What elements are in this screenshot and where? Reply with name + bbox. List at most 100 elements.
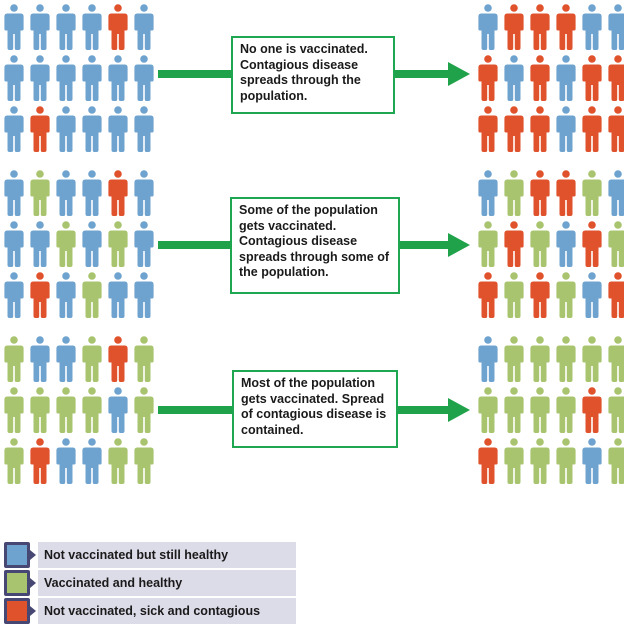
legend-swatch xyxy=(4,598,30,624)
person-icon xyxy=(556,4,576,50)
person-icon xyxy=(582,55,602,101)
person-icon xyxy=(530,4,550,50)
person-icon xyxy=(504,55,524,101)
person-icon xyxy=(608,170,624,216)
person-icon xyxy=(556,272,576,318)
person-icon xyxy=(56,272,76,318)
person-icon xyxy=(530,438,550,484)
person-icon xyxy=(56,106,76,152)
person-icon xyxy=(30,336,50,382)
person-icon xyxy=(134,170,154,216)
person-icon xyxy=(556,438,576,484)
legend-swatch xyxy=(4,542,30,568)
person-icon xyxy=(582,272,602,318)
person-icon xyxy=(530,221,550,267)
person-icon xyxy=(30,4,50,50)
person-icon xyxy=(504,106,524,152)
person-icon xyxy=(582,336,602,382)
person-icon xyxy=(108,55,128,101)
person-icon xyxy=(504,221,524,267)
scenario-caption: Most of the population gets vaccinated. … xyxy=(232,370,398,448)
person-icon xyxy=(56,336,76,382)
person-icon xyxy=(582,170,602,216)
person-icon xyxy=(582,106,602,152)
legend-label: Not vaccinated but still healthy xyxy=(38,542,296,568)
person-icon xyxy=(556,170,576,216)
legend-item-sick-contagious: Not vaccinated, sick and contagious xyxy=(4,598,304,624)
person-icon xyxy=(30,170,50,216)
person-icon xyxy=(108,387,128,433)
legend-item-not-vaccinated-healthy: Not vaccinated but still healthy xyxy=(4,542,304,568)
person-icon xyxy=(4,438,24,484)
person-icon xyxy=(504,4,524,50)
person-icon xyxy=(108,438,128,484)
person-icon xyxy=(504,170,524,216)
person-icon xyxy=(608,55,624,101)
person-icon xyxy=(82,55,102,101)
person-icon xyxy=(4,336,24,382)
person-icon xyxy=(108,272,128,318)
person-icon xyxy=(30,221,50,267)
person-icon xyxy=(608,438,624,484)
person-icon xyxy=(478,4,498,50)
person-icon xyxy=(608,221,624,267)
person-icon xyxy=(134,438,154,484)
population-after-grid xyxy=(478,336,624,484)
person-icon xyxy=(478,438,498,484)
person-icon xyxy=(4,272,24,318)
person-icon xyxy=(30,55,50,101)
person-icon xyxy=(108,170,128,216)
person-icon xyxy=(82,4,102,50)
person-icon xyxy=(478,106,498,152)
person-icon xyxy=(108,106,128,152)
person-icon xyxy=(30,272,50,318)
person-icon xyxy=(56,4,76,50)
person-icon xyxy=(82,438,102,484)
person-icon xyxy=(4,4,24,50)
person-icon xyxy=(530,170,550,216)
person-icon xyxy=(478,221,498,267)
population-after-grid xyxy=(478,170,624,318)
person-icon xyxy=(56,387,76,433)
person-icon xyxy=(582,438,602,484)
person-icon xyxy=(30,438,50,484)
person-icon xyxy=(530,336,550,382)
person-icon xyxy=(108,4,128,50)
pointer-icon xyxy=(30,578,36,588)
pointer-icon xyxy=(30,606,36,616)
person-icon xyxy=(478,170,498,216)
scenario-caption: No one is vaccinated. Contagious disease… xyxy=(231,36,395,114)
person-icon xyxy=(530,106,550,152)
person-icon xyxy=(82,106,102,152)
person-icon xyxy=(504,336,524,382)
person-icon xyxy=(82,387,102,433)
person-icon xyxy=(608,106,624,152)
person-icon xyxy=(30,106,50,152)
person-icon xyxy=(4,55,24,101)
population-before-grid xyxy=(4,336,156,484)
person-icon xyxy=(478,272,498,318)
legend-label: Not vaccinated, sick and contagious xyxy=(38,598,296,624)
person-icon xyxy=(530,387,550,433)
person-icon xyxy=(56,221,76,267)
person-icon xyxy=(82,336,102,382)
person-icon xyxy=(108,221,128,267)
person-icon xyxy=(582,4,602,50)
person-icon xyxy=(134,106,154,152)
person-icon xyxy=(530,55,550,101)
person-icon xyxy=(56,170,76,216)
person-icon xyxy=(108,336,128,382)
legend-swatch xyxy=(4,570,30,596)
person-icon xyxy=(504,272,524,318)
person-icon xyxy=(82,272,102,318)
person-icon xyxy=(478,336,498,382)
person-icon xyxy=(504,438,524,484)
person-icon xyxy=(4,170,24,216)
person-icon xyxy=(556,106,576,152)
person-icon xyxy=(82,221,102,267)
person-icon xyxy=(56,438,76,484)
population-before-grid xyxy=(4,4,156,152)
person-icon xyxy=(134,272,154,318)
person-icon xyxy=(582,221,602,267)
person-icon xyxy=(504,387,524,433)
